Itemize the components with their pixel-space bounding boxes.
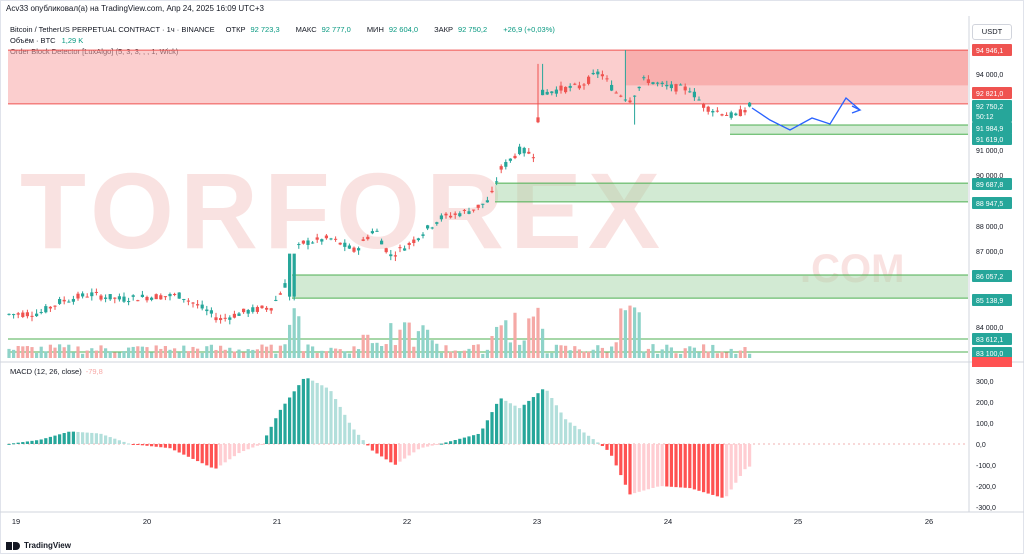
currency-button[interactable]: USDT — [972, 24, 1012, 40]
change-value: +26,9 (+0,03%) — [503, 25, 555, 34]
macd-legend: MACD (12, 26, close) -79,8 — [10, 367, 103, 376]
tradingview-logo-text: TradingView — [24, 541, 71, 550]
indicator-label[interactable]: Order Block Detector [LuxAlgo] (5, 3, 3,… — [10, 47, 179, 56]
high-label: МАКС — [295, 25, 317, 34]
low-value: 92 604,0 — [388, 25, 419, 34]
symbol-title[interactable]: Bitcoin / TetherUS PERPETUAL CONTRACT · … — [10, 25, 215, 34]
volume-value: 1,29 K — [61, 36, 84, 45]
publisher-line: Acv33 опубликовал(а) на TradingView.com,… — [6, 4, 264, 13]
ohlc-row: Bitcoin / TetherUS PERPETUAL CONTRACT · … — [10, 24, 560, 35]
macd-value: -79,8 — [85, 367, 103, 376]
tradingview-logo[interactable]: TradingView — [6, 541, 71, 550]
close-value: 92 750,2 — [457, 25, 488, 34]
low-label: МИН — [366, 25, 384, 34]
main-legend: Bitcoin / TetherUS PERPETUAL CONTRACT · … — [10, 24, 560, 57]
indicator-row: Order Block Detector [LuxAlgo] (5, 3, 3,… — [10, 46, 560, 57]
volume-label[interactable]: Объём · BTC — [10, 36, 56, 45]
close-label: ЗАКР — [434, 25, 453, 34]
volume-row: Объём · BTC 1,29 K — [10, 35, 560, 46]
high-value: 92 777,0 — [321, 25, 351, 34]
macd-label[interactable]: MACD (12, 26, close) — [10, 367, 82, 376]
tradingview-logo-icon — [6, 541, 20, 550]
open-value: 92 723,3 — [250, 25, 280, 34]
open-label: ОТКР — [225, 25, 246, 34]
